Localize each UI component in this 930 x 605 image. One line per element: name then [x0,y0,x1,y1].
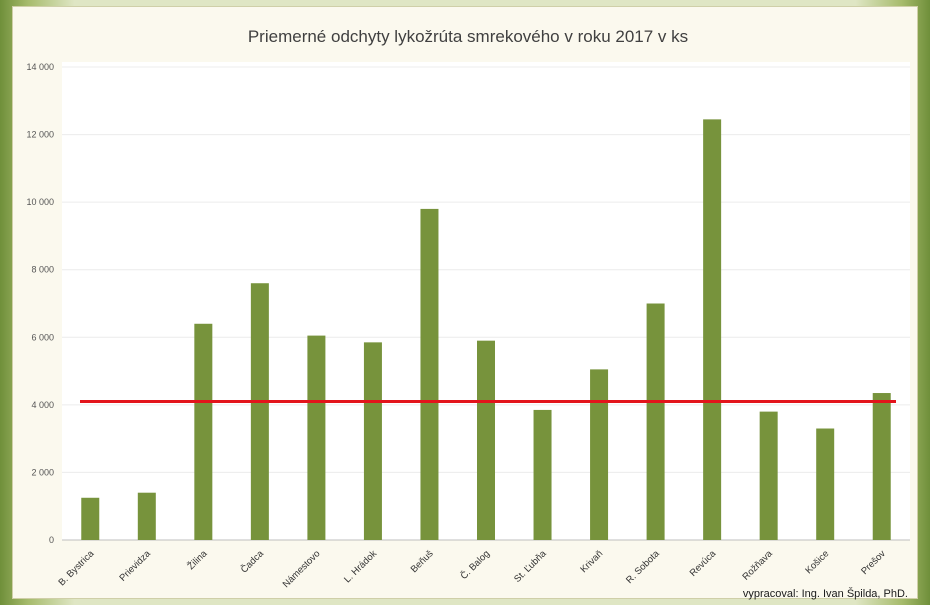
x-tick-label: Krivaň [578,548,605,575]
bar [307,335,326,540]
y-tick-label: 2 000 [31,467,54,477]
bar [137,492,156,540]
bar [81,497,100,540]
x-tick-label: Námestovo [281,548,323,590]
x-tick-label: Beňuš [409,548,436,575]
y-tick-label: 6 000 [31,332,54,342]
x-tick-label: L. Hrádok [342,548,379,585]
bar [363,342,382,540]
bar [533,409,552,540]
y-tick-label: 10 000 [26,197,54,207]
y-axis-ticks: 0 2 000 4 000 6 000 8 000 10 000 12 000 14 000 [26,62,54,545]
bar [477,340,495,540]
bar [420,208,439,540]
bar [646,303,665,540]
x-tick-label: Košice [803,548,831,576]
bar [872,393,891,540]
x-tick-label: Prievidza [118,548,154,584]
y-tick-label: 0 [49,535,54,545]
bar [816,428,835,540]
x-axis-ticks: B. Bystrica Prievidza Žilina Čadca Námestovo… [57,548,889,590]
author-credit: vypracoval: Ing. Ivan Špilda, PhD. [743,587,908,600]
bar [759,411,778,540]
chart-title: Priemerné odchyty lykožrúta smrekového v… [248,27,688,46]
x-tick-label: St. Ľubňa [512,548,549,585]
bars [81,119,891,540]
x-tick-label: Č. Balog [459,548,493,582]
bar [703,119,722,540]
bar [194,323,213,540]
x-tick-label: Žilina [186,548,210,572]
x-tick-label: R. Sobota [624,548,662,586]
bar [590,369,609,540]
y-tick-label: 4 000 [31,400,54,410]
bar [250,283,269,540]
x-tick-label: Čadca [239,548,267,576]
x-tick-label: B. Bystrica [57,548,97,588]
y-tick-label: 8 000 [31,265,54,275]
x-tick-label: Revúca [688,548,719,579]
x-tick-label: Prešov [859,548,888,577]
y-tick-label: 12 000 [26,130,54,140]
y-tick-label: 14 000 [26,62,54,72]
x-tick-label: Rožňava [740,548,775,583]
